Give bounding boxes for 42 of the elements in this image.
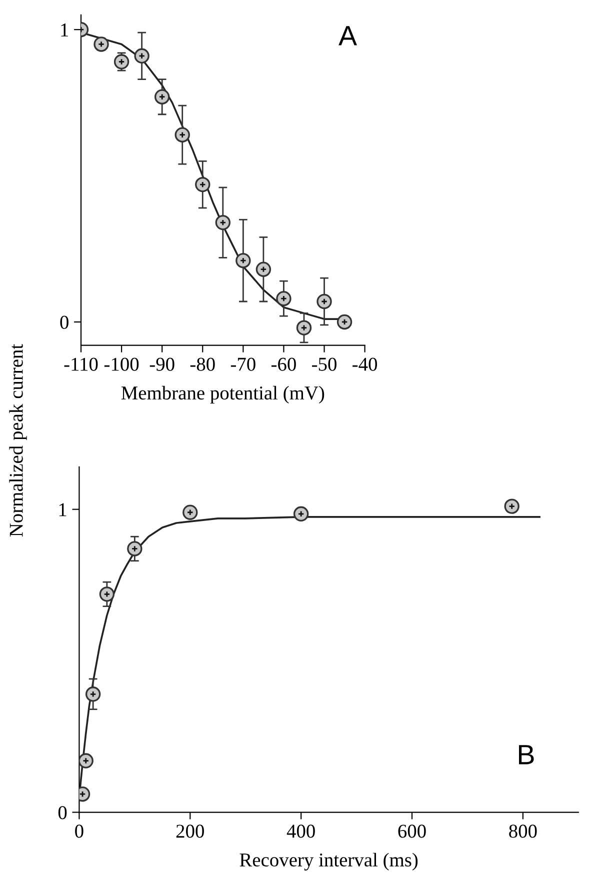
point (336, 314, 352, 330)
point (79, 753, 94, 768)
annotation: A (338, 26, 357, 46)
x-tick-label: 600 (398, 824, 426, 838)
point (94, 36, 109, 52)
point (296, 320, 312, 336)
point (504, 498, 520, 514)
x-tick-label: 0 (75, 824, 84, 838)
point (293, 506, 309, 522)
y-tick-label: 1 (59, 503, 66, 516)
point (182, 504, 198, 520)
point (215, 214, 231, 230)
point (256, 262, 272, 277)
x-axis-title: Recovery interval (ms) (240, 852, 418, 871)
point (85, 686, 101, 702)
x-tick-label: -50 (312, 358, 336, 371)
point (276, 290, 292, 306)
x-tick-label: -80 (190, 358, 215, 371)
x-tick-label: 200 (176, 824, 204, 838)
point (195, 176, 210, 192)
point (154, 89, 170, 104)
x-tick-label: -60 (271, 358, 296, 371)
point (114, 54, 130, 70)
x-axis-title: Membrane potential (mV) (121, 386, 324, 404)
point (236, 252, 251, 268)
x-tick-label: -110 (64, 358, 98, 371)
point (127, 541, 142, 556)
x-tick-label: -70 (230, 358, 256, 371)
x-tick-label: -100 (104, 358, 139, 371)
point (134, 48, 150, 64)
y-tick-label: 1 (61, 24, 68, 36)
point (316, 294, 332, 310)
x-tick-label: -90 (150, 358, 174, 371)
y-tick-label: 0 (60, 316, 68, 329)
x-tick-label: -40 (352, 358, 378, 371)
x-tick-label: 800 (509, 824, 537, 838)
point (99, 586, 115, 602)
annotation: B (519, 745, 534, 764)
y-axis-title: Normalized peak current (9, 344, 27, 537)
y-tick-label: 0 (58, 806, 67, 820)
point (174, 127, 190, 142)
x-tick-label: 400 (286, 824, 315, 838)
